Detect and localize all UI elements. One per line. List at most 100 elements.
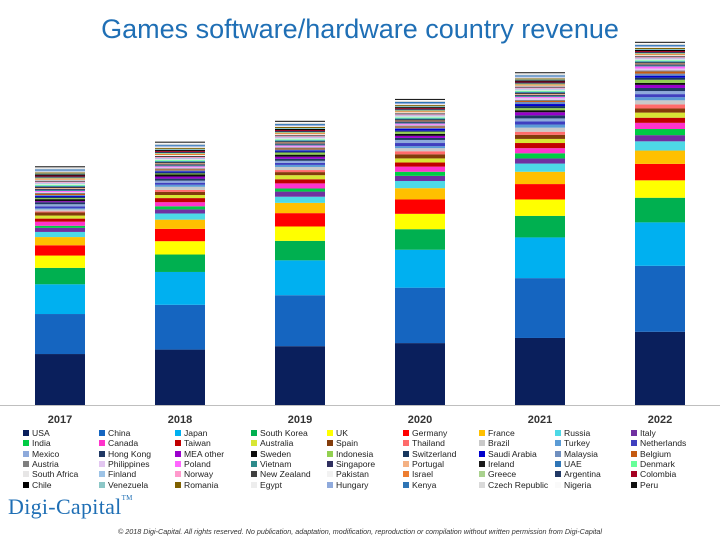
x-tick-label-2021: 2021	[528, 414, 552, 426]
bar-segment-2022-sweden	[635, 82, 685, 85]
bar-segment-2021-finland	[515, 88, 565, 90]
bar-segment-2022-germany	[635, 163, 685, 181]
legend-label: Peru	[640, 479, 659, 490]
bar-segment-2020-brazil	[395, 148, 445, 152]
bar-segment-2017-mea-other	[35, 201, 85, 203]
bar-segment-2020-egypt	[395, 104, 445, 106]
bar-segment-2022-canada	[635, 122, 685, 130]
bar-segment-2018-greece	[155, 152, 205, 154]
bar-segment-2022-chile	[635, 50, 685, 52]
legend-label: Vietnam	[260, 458, 292, 469]
bar-segment-2019-egypt	[275, 125, 325, 127]
bar-segment-2020-russia	[395, 180, 445, 189]
legend-label: Thailand	[412, 438, 445, 449]
bar-segment-2017-poland	[35, 190, 85, 192]
legend-label: Czech Republic	[488, 479, 549, 490]
bar-segment-2022-china	[635, 265, 685, 332]
bar-segment-2022-poland	[635, 66, 685, 69]
bar-segment-2017-kenya	[35, 169, 85, 171]
legend-item-sweden: Sweden	[251, 449, 291, 459]
bar-segment-2020-mea-other	[395, 135, 445, 138]
bar-segment-2020-romania	[395, 105, 445, 107]
legend-label: Germany	[412, 428, 448, 438]
bar-segment-2018-vietnam	[155, 165, 205, 167]
bar-segment-2021-turkey	[515, 124, 565, 128]
bar-segment-2017-brazil	[35, 209, 85, 212]
legend-item-singapore: Singapore	[327, 459, 375, 469]
bar-segment-2019-colombia	[275, 130, 325, 132]
legend-label: Mexico	[32, 448, 60, 459]
legend-item-mea-other: MEA other	[175, 449, 224, 459]
bar-segment-2022-kenya	[635, 44, 685, 46]
bar-segment-2017-nigeria	[35, 167, 85, 169]
bar-segment-2018-indonesia	[155, 173, 205, 175]
legend-label: Finland	[108, 469, 137, 480]
bar-segment-2022-italy	[635, 135, 685, 142]
legend-swatch	[23, 471, 29, 478]
legend-label: South Africa	[32, 469, 79, 480]
bar-segment-2017-ireland	[35, 186, 85, 188]
bar-segment-2018-finland	[155, 158, 205, 160]
bar-segment-2017-japan	[35, 284, 85, 315]
legend-swatch	[327, 440, 333, 447]
bar-segment-2017-portugal	[35, 187, 85, 189]
legend-item-argentina: Argentina	[555, 469, 601, 479]
bar-segment-2018-hong-kong	[155, 178, 205, 181]
bar-segment-2020-new-zealand	[395, 113, 445, 115]
bar-segment-2020-thailand	[395, 151, 445, 155]
legend-item-brazil: Brazil	[479, 438, 510, 448]
legend-label: Sweden	[260, 448, 292, 459]
legend-label: France	[488, 428, 515, 438]
bar-segment-2019-indonesia	[275, 152, 325, 155]
bar-segment-2020-uk	[395, 213, 445, 230]
bar-segment-2017-israel	[35, 178, 85, 180]
x-tick-label-2019: 2019	[288, 414, 312, 426]
bar-segment-2020-colombia	[395, 108, 445, 110]
legend-label: Indonesia	[336, 448, 374, 459]
bar-segment-2018-mea-other	[155, 176, 205, 179]
legend-label: India	[32, 438, 51, 449]
x-tick-label-2022: 2022	[648, 414, 672, 426]
bar-segment-2018-germany	[155, 228, 205, 242]
bar-segment-2017-mexico	[35, 204, 85, 207]
bar-segment-2018-india	[155, 206, 205, 210]
bar-segment-2018-thailand	[155, 189, 205, 192]
bar-segment-2022-south-africa	[635, 59, 685, 61]
legend-swatch	[631, 460, 637, 467]
bar-segment-2022-argentina	[635, 52, 685, 54]
bar-segment-2021-hong-kong	[515, 115, 565, 119]
bar-segment-2019-taiwan	[275, 179, 325, 184]
bar-segment-2020-netherlands	[395, 143, 445, 147]
bar-segment-2020-india	[395, 171, 445, 176]
bar-segment-2018-uk	[155, 241, 205, 255]
bar-segment-2022-nigeria	[635, 42, 685, 44]
bar-segment-2020-czech-republic	[395, 100, 445, 102]
bar-segment-2021-mexico	[515, 118, 565, 122]
bar-segment-2022-philippines	[635, 68, 685, 71]
bar-segment-2022-colombia	[635, 51, 685, 53]
legend-swatch	[23, 460, 29, 467]
bar-segment-2022-venezuela	[635, 48, 685, 51]
bar-segment-2019-greece	[275, 132, 325, 134]
bar-segment-2018-norway	[155, 157, 205, 159]
legend-item-switzerland: Switzerland	[403, 449, 456, 459]
legend-swatch	[23, 450, 29, 457]
bar-segment-2022-uk	[635, 180, 685, 198]
legend-item-russia: Russia	[555, 428, 590, 438]
legend-label: Saudi Arabia	[488, 448, 537, 459]
bar-segment-2017-malaysia	[35, 195, 85, 197]
legend-item-ireland: Ireland	[479, 459, 514, 469]
bar-segment-2022-romania	[635, 47, 685, 49]
legend-swatch	[403, 440, 409, 447]
legend-swatch	[327, 460, 333, 467]
bar-segment-2018-kenya	[155, 144, 205, 146]
bar-segment-2018-usa	[155, 349, 205, 405]
logo-text: Digi-Capital	[8, 494, 122, 519]
bar-segment-2018-singapore	[155, 164, 205, 166]
bar-segment-2018-south-africa	[155, 159, 205, 161]
bar-segment-2021-israel	[515, 84, 565, 86]
legend-item-turkey: Turkey	[555, 438, 590, 448]
bar-segment-2019-spain	[275, 172, 325, 176]
bar-segment-2021-usa	[515, 337, 565, 405]
bar-segment-2021-ireland	[515, 92, 565, 94]
